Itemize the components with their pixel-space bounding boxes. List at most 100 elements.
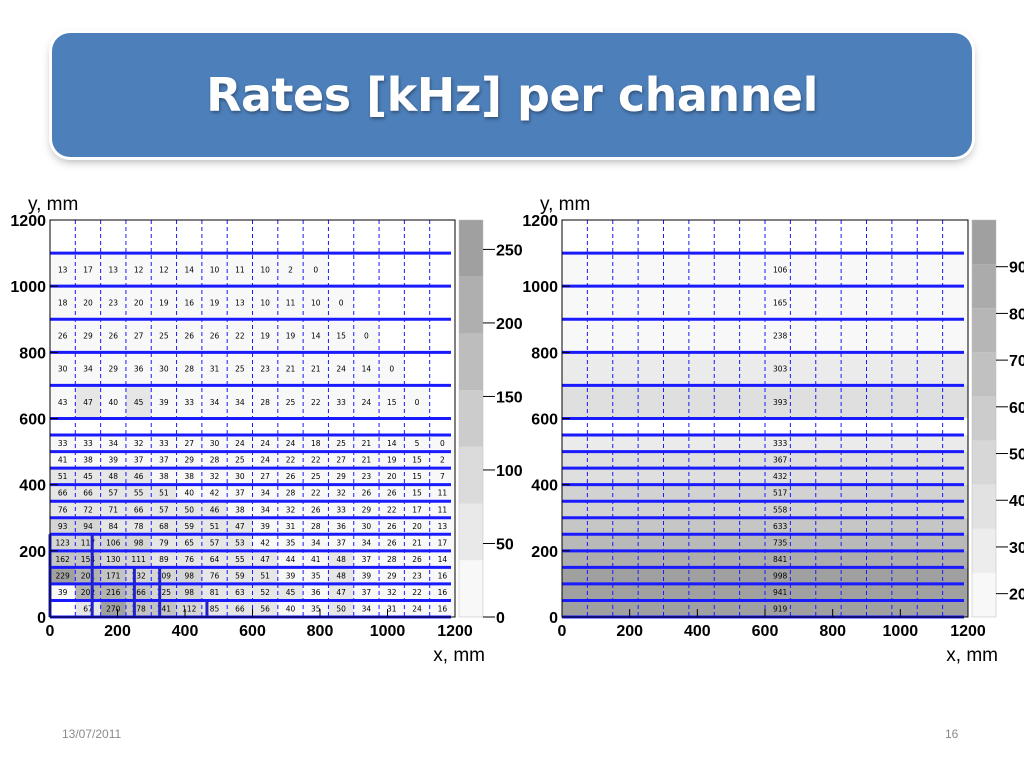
heatmap-cell bbox=[100, 600, 126, 617]
strip-value-label: 998 bbox=[773, 571, 788, 580]
heatmap-cell bbox=[353, 600, 380, 617]
cell-value-label: 17 bbox=[412, 505, 422, 514]
cell-value-label: 21 bbox=[412, 538, 422, 547]
cell-value-label: 98 bbox=[184, 588, 194, 597]
cell-value-label: 10 bbox=[210, 265, 220, 274]
y-tick-label: 600 bbox=[19, 412, 46, 429]
title-banner: Rates [kHz] per channel bbox=[52, 33, 972, 157]
cell-value-label: 24 bbox=[235, 439, 245, 448]
cell-value-label: 19 bbox=[387, 456, 397, 465]
heatmap-cell bbox=[151, 253, 177, 287]
cell-value-label: 10 bbox=[311, 299, 321, 308]
cell-value-label: 45 bbox=[286, 588, 296, 597]
color-scale-band bbox=[459, 220, 483, 277]
heatmap-cell bbox=[75, 385, 101, 419]
heatmap-cell bbox=[353, 319, 380, 353]
heatmap-cell bbox=[75, 435, 101, 452]
cell-value-label: 48 bbox=[336, 571, 346, 580]
cell-value-label: 13 bbox=[58, 265, 68, 274]
heatmap-cell bbox=[328, 583, 354, 601]
heatmap-cell bbox=[227, 550, 253, 568]
cell-value-label: 27 bbox=[260, 472, 270, 481]
cell-value-label: 50 bbox=[336, 605, 346, 614]
cell-value-label: 28 bbox=[387, 555, 397, 564]
heatmap-cell bbox=[328, 468, 354, 485]
cell-value-label: 34 bbox=[260, 505, 270, 514]
heatmap-cell bbox=[353, 501, 380, 518]
color-scale-label: 500 bbox=[1009, 447, 1024, 464]
x-axis-title: x, mm bbox=[946, 645, 998, 666]
heatmap-cell bbox=[151, 451, 177, 469]
y-tick-label: 0 bbox=[37, 610, 46, 627]
heatmap-cell bbox=[303, 385, 329, 419]
cell-value-label: 27 bbox=[336, 456, 346, 465]
heatmap-cell bbox=[201, 517, 228, 535]
cell-value-label: 21 bbox=[286, 365, 296, 374]
heatmap-cell bbox=[75, 501, 101, 518]
x-tick-label: 800 bbox=[819, 623, 846, 640]
cell-value-label: 24 bbox=[286, 439, 296, 448]
heatmap-cell bbox=[252, 253, 278, 287]
cell-value-label: 52 bbox=[260, 588, 270, 597]
heatmap-cell bbox=[429, 451, 455, 469]
heatmap-cell bbox=[252, 435, 278, 452]
cell-value-label: 15 bbox=[387, 398, 397, 407]
heatmap-cell bbox=[353, 468, 380, 485]
footer-date: 13/07/2011 bbox=[62, 727, 122, 741]
heatmap-cell bbox=[379, 385, 405, 419]
cell-value-label: 154 bbox=[81, 555, 96, 564]
cell-value-label: 14 bbox=[362, 365, 372, 374]
heatmap-cell bbox=[100, 286, 126, 320]
cell-value-label: 51 bbox=[210, 522, 220, 531]
cell-value-label: 68 bbox=[159, 522, 169, 531]
cell-value-label: 30 bbox=[210, 439, 220, 448]
cell-value-label: 162 bbox=[55, 555, 70, 564]
heatmap-cell bbox=[100, 385, 126, 419]
cell-value-label: 20 bbox=[387, 472, 397, 481]
heatmap-cell bbox=[227, 468, 253, 485]
heatmap-cell bbox=[151, 484, 177, 502]
heatmap-cell bbox=[303, 435, 329, 452]
heatmap-cell bbox=[50, 534, 76, 551]
heatmap-cell bbox=[201, 352, 228, 386]
cell-value-label: 46 bbox=[210, 505, 220, 514]
color-scale-band bbox=[459, 333, 483, 391]
y-tick-label: 1000 bbox=[10, 279, 46, 296]
cell-value-label: 23 bbox=[412, 571, 422, 580]
heatmap-cell bbox=[379, 550, 405, 568]
color-scale-label: 250 bbox=[496, 242, 523, 259]
cell-value-label: 66 bbox=[83, 489, 93, 498]
cell-value-label: 109 bbox=[157, 571, 172, 580]
heatmap-cell bbox=[50, 468, 76, 485]
heatmap-cell bbox=[277, 468, 304, 485]
cell-value-label: 47 bbox=[336, 588, 346, 597]
heatmap-cell bbox=[151, 517, 177, 535]
cell-value-label: 132 bbox=[131, 571, 146, 580]
heatmap-cell bbox=[125, 253, 152, 287]
heatmap-cell bbox=[151, 468, 177, 485]
cell-value-label: 33 bbox=[184, 398, 194, 407]
heatmap-cell bbox=[303, 534, 329, 551]
cell-value-label: 76 bbox=[210, 571, 220, 580]
heatmap-cell bbox=[328, 385, 354, 419]
heatmap-cell bbox=[176, 567, 202, 584]
cell-value-label: 2 bbox=[440, 456, 445, 465]
heatmap-cell bbox=[75, 567, 101, 584]
heatmap-cell bbox=[125, 484, 152, 502]
heatmap-cell bbox=[201, 534, 228, 551]
heatmap-cell bbox=[353, 567, 380, 584]
cell-value-label: 59 bbox=[235, 571, 245, 580]
cell-value-label: 28 bbox=[260, 398, 270, 407]
cell-value-label: 25 bbox=[286, 398, 296, 407]
heatmap-cell bbox=[277, 352, 304, 386]
cell-value-label: 19 bbox=[210, 299, 220, 308]
cell-value-label: 55 bbox=[134, 489, 144, 498]
heatmap-cell bbox=[277, 451, 304, 469]
cell-value-label: 46 bbox=[134, 472, 144, 481]
heatmap-cell bbox=[303, 550, 329, 568]
color-scale-band bbox=[459, 276, 483, 334]
color-scale-band bbox=[972, 484, 996, 529]
cell-value-label: 45 bbox=[134, 398, 144, 407]
cell-value-label: 66 bbox=[58, 489, 68, 498]
heatmap-cell bbox=[176, 534, 202, 551]
